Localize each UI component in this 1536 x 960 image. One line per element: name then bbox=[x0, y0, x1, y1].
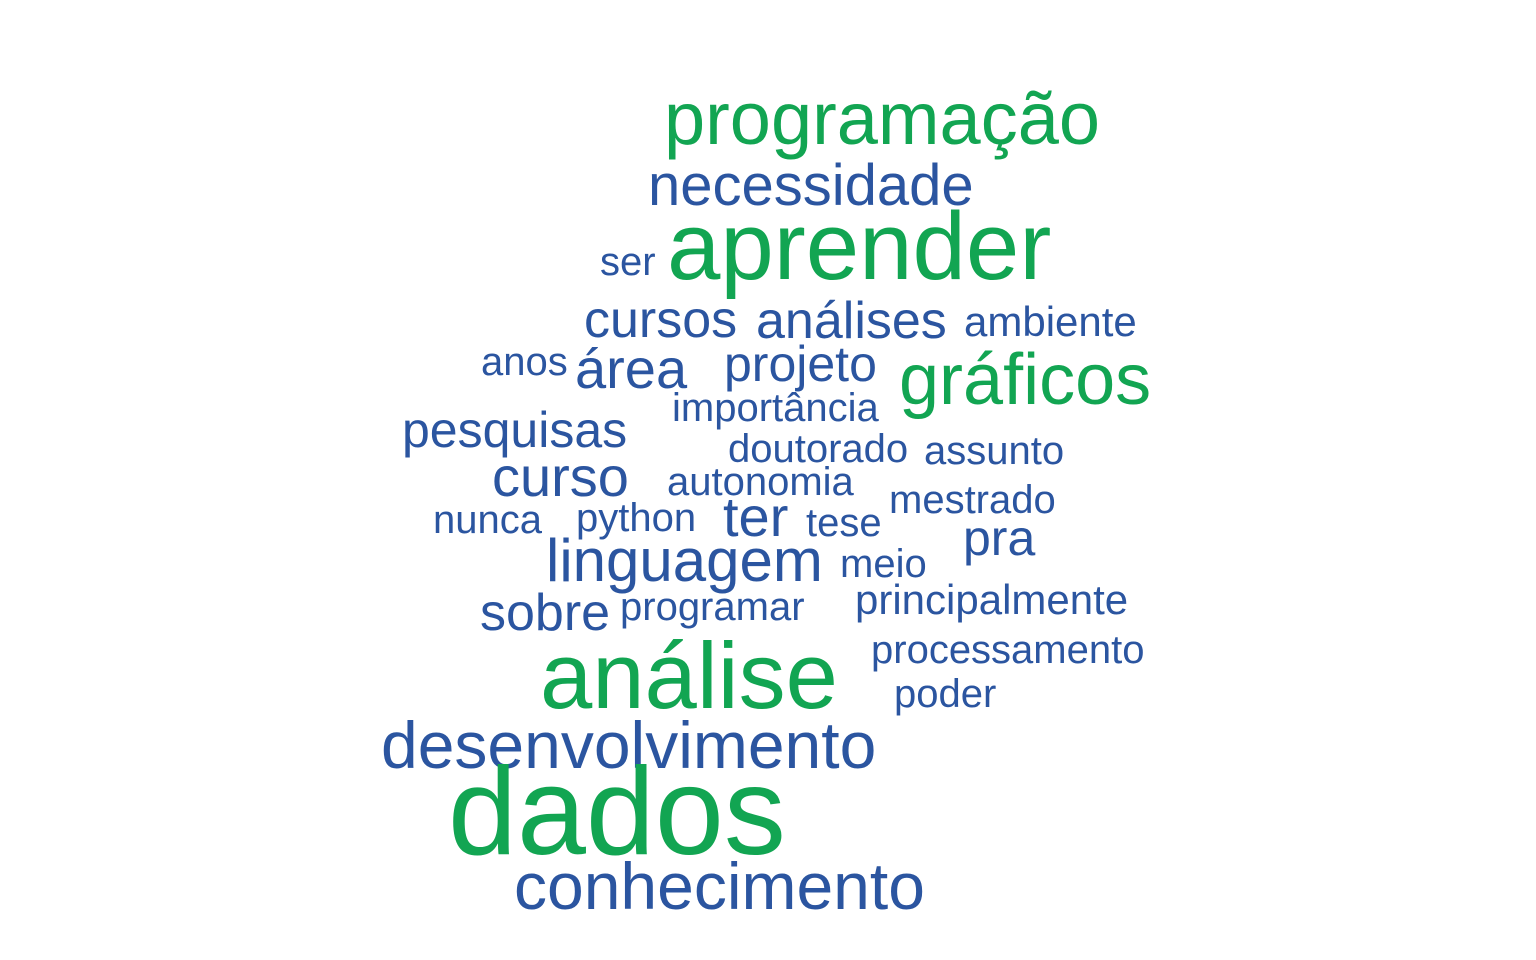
word-pra: pra bbox=[963, 510, 1036, 566]
word-curso: curso bbox=[492, 445, 629, 508]
word-cursos: cursos bbox=[584, 291, 738, 349]
word-sobre: sobre bbox=[480, 584, 611, 642]
word-programar: programar bbox=[620, 585, 805, 629]
word-ambiente: ambiente bbox=[964, 298, 1137, 345]
word-projeto: projeto bbox=[724, 336, 877, 392]
word-pesquisas: pesquisas bbox=[402, 402, 628, 458]
word-mestrado: mestrado bbox=[889, 478, 1056, 522]
word-assunto: assunto bbox=[924, 429, 1065, 473]
word-analise: análise bbox=[540, 623, 838, 728]
word-necessidade: necessidade bbox=[648, 153, 974, 218]
word-meio: meio bbox=[840, 542, 927, 586]
word-poder: poder bbox=[894, 672, 997, 716]
word-ter: ter bbox=[723, 485, 789, 548]
word-autonomia: autonomia bbox=[667, 460, 854, 504]
word-linguagem: linguagem bbox=[546, 527, 823, 594]
word-importancia: importância bbox=[672, 386, 879, 430]
word-doutorado: doutorado bbox=[728, 427, 909, 471]
word-principalmente: principalmente bbox=[855, 576, 1129, 623]
word-programacao: programação bbox=[664, 77, 1101, 160]
word-aprender: aprender bbox=[667, 193, 1052, 300]
word-processamento: processamento bbox=[871, 628, 1145, 672]
word-python: python bbox=[576, 496, 697, 540]
word-tese: tese bbox=[806, 501, 882, 545]
word-desenvolvimento: desenvolvimento bbox=[381, 708, 877, 782]
word-analises: análises bbox=[756, 292, 947, 350]
word-dados: dados bbox=[448, 743, 786, 881]
word-conhecimento: conhecimento bbox=[514, 849, 925, 923]
word-anos: anos bbox=[481, 340, 568, 384]
word-graficos: gráficos bbox=[899, 340, 1152, 420]
word-ser: ser bbox=[600, 240, 656, 284]
word-nunca: nunca bbox=[433, 498, 542, 542]
word-area: área bbox=[575, 337, 688, 400]
